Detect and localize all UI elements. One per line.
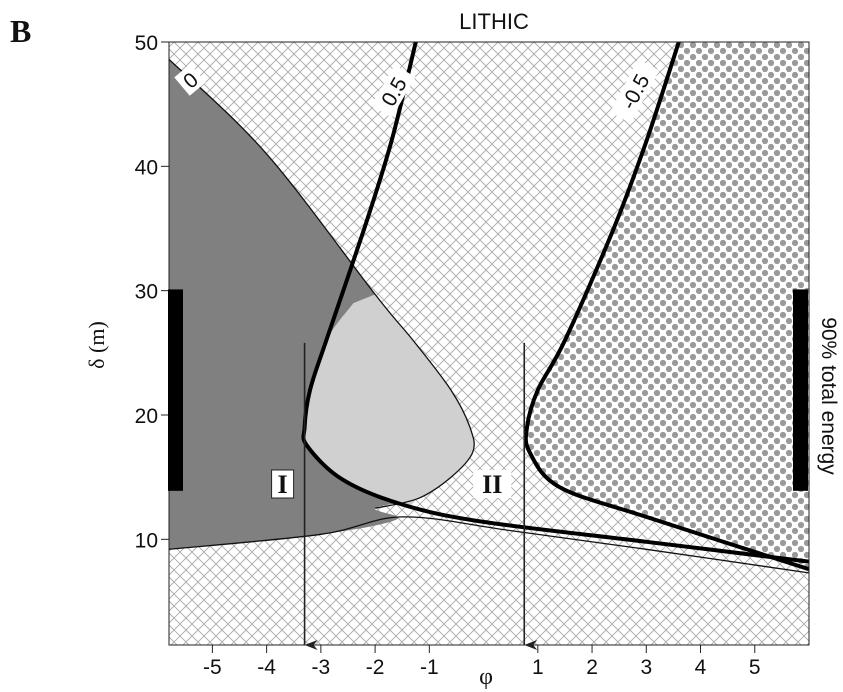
x-tick-label: -3 — [312, 656, 331, 679]
x-tick-label: 5 — [749, 656, 761, 679]
contour-label-bg — [609, 59, 660, 124]
x-tick-label: 1 — [532, 656, 544, 679]
y-tick-label: 10 — [135, 529, 158, 552]
chart-title: LITHIC — [459, 9, 529, 34]
x-tick-label: 3 — [640, 656, 652, 679]
energy-bar-left — [168, 289, 183, 491]
x-tick-label: -1 — [420, 656, 439, 679]
arrow-label-bg — [473, 470, 512, 498]
arrow-label: I — [278, 470, 288, 499]
contour-label-group: 0 — [174, 63, 206, 96]
energy-bar-right — [793, 289, 808, 491]
contour-label-bg — [371, 64, 416, 118]
x-axis-label: φ — [479, 664, 493, 690]
energy-bars — [168, 289, 808, 491]
y-tick-label: 40 — [135, 156, 158, 179]
panel-label: B — [10, 13, 31, 49]
y-tick-label: 50 — [135, 32, 158, 55]
x-axis: -5 -4 -3 -2 -1 1 2 3 4 5 — [203, 645, 761, 679]
y-axis-label: δ (m) — [84, 321, 109, 369]
x-tick-label: -5 — [203, 656, 222, 679]
y-tick-label: 30 — [135, 281, 158, 304]
y-axis: 10 20 30 40 50 — [135, 32, 169, 552]
x-tick-label: 2 — [586, 656, 598, 679]
contour-line-neg0.5 — [523, 42, 809, 572]
arrow-label-bg — [271, 469, 295, 499]
x-tick-label: 4 — [695, 656, 707, 679]
arrow-label: II — [482, 470, 502, 499]
contour-line-0 — [169, 58, 475, 509]
light-gray-region — [303, 294, 475, 506]
arrows: I II — [271, 342, 538, 650]
x-tick-label: -4 — [257, 656, 276, 679]
dotted-region — [525, 42, 809, 570]
contour-label-bg — [174, 63, 206, 96]
y-tick-label: 20 — [135, 405, 158, 428]
lower-boundary-line — [169, 516, 809, 574]
plot-area — [169, 42, 809, 645]
x-tick-label: -2 — [366, 656, 385, 679]
energy-bar-label: 90% total energy — [817, 317, 840, 475]
